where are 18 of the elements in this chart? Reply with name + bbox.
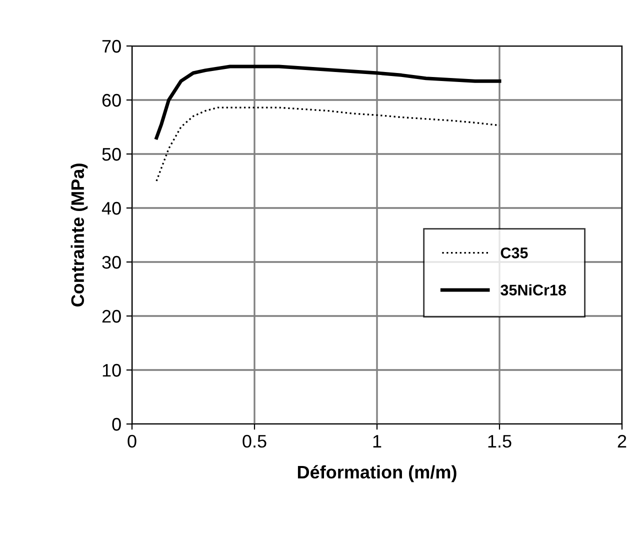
legend-label: 35NiCr18 (500, 284, 566, 296)
legend-label: C35 (500, 248, 528, 258)
x-tick-label: 0.5 (242, 434, 266, 448)
x-axis-title: Déformation (m/m) (298, 465, 456, 482)
x-tick-label: 2 (618, 434, 626, 448)
y-axis-title: Contrainte (MPa) (70, 164, 88, 306)
y-tick-label: 70 (102, 40, 121, 53)
x-tick-label: 1 (373, 435, 382, 448)
y-tick-label: 40 (102, 202, 121, 215)
y-tick-label: 0 (112, 418, 121, 431)
y-tick-label: 20 (102, 310, 121, 323)
x-tick-label: 1.5 (488, 435, 512, 448)
y-tick-label: 30 (102, 256, 121, 269)
y-tick-label: 60 (102, 94, 121, 107)
x-tick-label: 0 (128, 434, 136, 448)
y-tick-label: 50 (102, 148, 121, 161)
line-series (154, 64, 502, 140)
y-tick-label: 10 (102, 364, 121, 377)
